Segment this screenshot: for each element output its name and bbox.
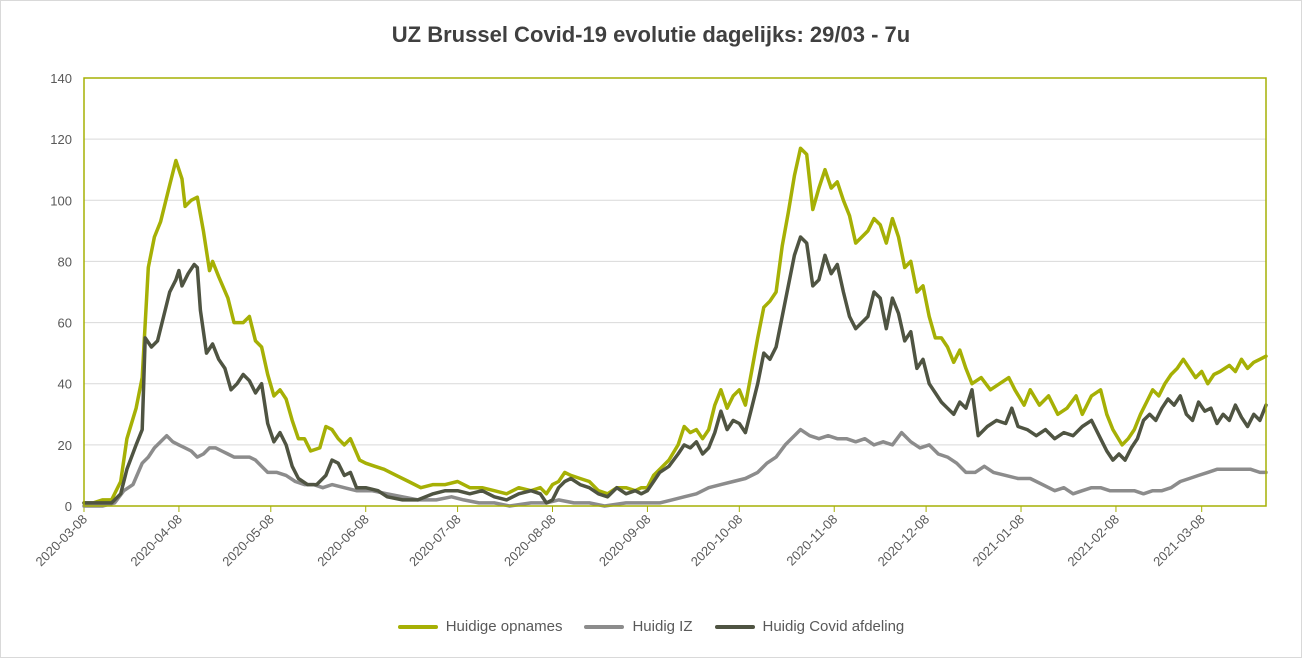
plot-area-border [83,77,1267,507]
gridlines [84,138,1266,446]
y-tick-label: 100 [50,193,72,208]
legend-swatch [397,624,438,629]
legend: Huidige opnames Huidig IZ Huidig Covid afd… [0,618,1302,635]
x-tick-label: 2021-03-08 [1150,512,1208,570]
x-tick-label: 2020-07-08 [406,512,464,570]
legend-item: Huidige opnames [397,618,563,635]
y-tick-label: 60 [58,316,72,331]
x-tick-label: 2020-10-08 [688,512,746,570]
x-tick-label: 2021-01-08 [970,512,1028,570]
y-tick-label: 120 [50,132,72,147]
x-axis: 2020-03-08 2020-04-08 2020-05-08 2020-06-08… [32,506,1208,570]
legend-item: Huidig Covid afdeling [714,618,905,635]
legend-label: Huidige opnames [445,618,563,635]
series-line-huidige-opnames [82,146,1268,505]
series-lines [82,146,1268,508]
x-tick-label: 2020-03-08 [32,512,90,570]
x-tick-label: 2020-11-08 [783,512,840,569]
legend-label: Huidig Covid afdeling [762,618,905,635]
y-tick-label: 0 [65,499,72,514]
y-tick-label: 20 [58,438,72,453]
legend-item: Huidig IZ [584,618,693,635]
legend-swatch [714,624,755,629]
chart-title: UZ Brussel Covid-19 evolutie dagelijks: … [391,22,911,47]
x-tick-label: 2020-12-08 [875,512,933,570]
legend-swatch [584,624,625,629]
x-tick-label: 2020-09-08 [596,512,654,570]
x-tick-label: 2020-05-08 [219,512,277,570]
y-axis: 0 20 40 60 80 100 120 140 [50,71,72,514]
x-tick-label: 2020-08-08 [501,512,559,570]
y-tick-label: 80 [58,254,72,269]
y-tick-label: 40 [58,377,72,392]
y-tick-label: 140 [50,71,72,86]
x-tick-label: 2020-06-08 [314,512,372,570]
legend-label: Huidig IZ [632,618,693,635]
series-line-huidig-iz [82,427,1268,508]
series-line-huidig-covid-afdeling [82,235,1268,505]
x-tick-label: 2020-04-08 [127,512,185,570]
x-tick-label: 2021-02-08 [1064,512,1122,570]
